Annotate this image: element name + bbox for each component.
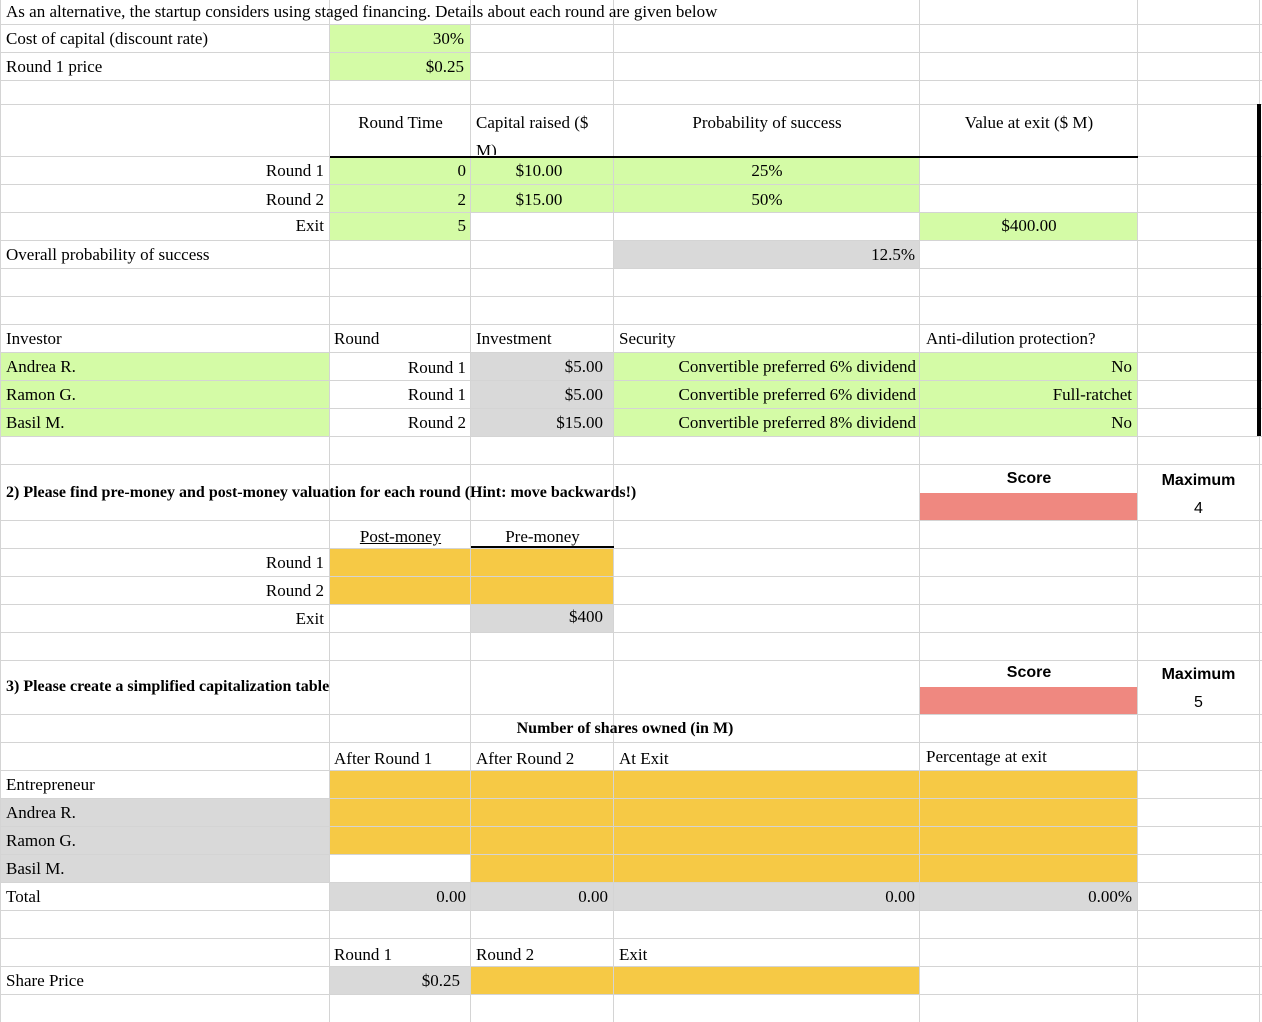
- right-black-border: [1257, 104, 1261, 436]
- investor-name[interactable]: Ramon G.: [6, 385, 76, 404]
- round1-price-value[interactable]: $0.25: [425, 57, 464, 76]
- header-bottom-border: [330, 156, 1138, 158]
- q3-title: 3) Please create a simplified capitaliza…: [6, 678, 330, 695]
- calc-cell-overall-prob: [614, 241, 920, 269]
- price-col-round2: Round 2: [476, 945, 535, 964]
- q2-score-label: Score: [1006, 470, 1052, 487]
- overall-prob-label: Overall probability of success: [6, 245, 210, 264]
- share-price-round1: $0.25: [421, 971, 460, 990]
- investor-security[interactable]: Convertible preferred 8% dividend: [678, 413, 916, 432]
- header-investment: Investment: [476, 329, 552, 348]
- col-after-round2: After Round 2: [476, 749, 575, 768]
- total-after-round2: 0.00: [578, 887, 608, 906]
- input-cell-investor-names[interactable]: [0, 353, 330, 437]
- round-label: Round 1: [265, 161, 324, 180]
- investor-protection[interactable]: Full-ratchet: [1052, 385, 1132, 404]
- total-after-round1: 0.00: [436, 887, 466, 906]
- total-at-exit: 0.00: [885, 887, 915, 906]
- investor-protection[interactable]: No: [1111, 357, 1132, 376]
- col-after-round1: After Round 1: [334, 749, 433, 768]
- q2-title: 2) Please find pre-money and post-money …: [6, 484, 637, 501]
- price-col-round1: Round 1: [334, 945, 393, 964]
- calc-cell-investment: [471, 353, 614, 437]
- probability[interactable]: 50%: [751, 190, 783, 209]
- investor-security[interactable]: Convertible preferred 6% dividend: [678, 385, 916, 404]
- q2-exit-pre-cell: [471, 605, 614, 633]
- q2-row-label: Exit: [295, 609, 324, 628]
- input-cell-round-time[interactable]: [330, 157, 471, 241]
- round1-price-label: Round 1 price: [6, 57, 103, 76]
- share-price-r1-cell: [330, 967, 471, 995]
- investor-round[interactable]: Round 1: [407, 385, 466, 404]
- q2-row-label: Round 1: [265, 553, 324, 572]
- q3-total-row: [330, 883, 1138, 911]
- round-time[interactable]: 0: [457, 161, 467, 180]
- q3-max-value: 5: [1194, 694, 1203, 711]
- input-cell-cost-price[interactable]: [330, 25, 471, 81]
- col-at-exit: At Exit: [619, 749, 669, 768]
- probability[interactable]: 25%: [751, 161, 783, 180]
- price-col-exit: Exit: [619, 945, 648, 964]
- header-capital-raised: Capital raised ($ M): [476, 113, 589, 155]
- q3-row-labels-gray: [0, 799, 330, 883]
- input-cell-security-protection[interactable]: [614, 353, 1138, 437]
- capital-raised[interactable]: $10.00: [515, 161, 563, 180]
- header-round: Round: [334, 329, 380, 348]
- q2-exit-pre-money: $400: [569, 607, 603, 626]
- share-price-answer-cells[interactable]: [471, 967, 920, 995]
- q2-row-label: Round 2: [265, 581, 324, 600]
- col-pre-money: Pre-money: [505, 527, 580, 546]
- input-cell-probability[interactable]: [614, 157, 920, 213]
- q3-answer-cells-a[interactable]: [330, 771, 1138, 855]
- col-percentage-at-exit: Percentage at exit: [926, 747, 1047, 766]
- cap-row-label: Entrepreneur: [6, 775, 95, 794]
- col-post-money: Post-money: [359, 527, 442, 546]
- q3-max-label: Maximum: [1161, 666, 1236, 683]
- header-security: Security: [619, 329, 676, 348]
- investor-investment: $5.00: [564, 385, 603, 404]
- investor-round[interactable]: Round 1: [407, 358, 466, 377]
- exit-value[interactable]: $400.00: [1001, 216, 1057, 235]
- round-label: Exit: [295, 216, 324, 235]
- investor-name[interactable]: Basil M.: [6, 413, 65, 432]
- round-time[interactable]: 5: [457, 216, 467, 235]
- share-price-label: Share Price: [6, 971, 84, 990]
- shares-owned-header: Number of shares owned (in M): [516, 720, 734, 737]
- capital-raised[interactable]: $15.00: [515, 190, 563, 209]
- q3-score-label: Score: [1006, 664, 1052, 681]
- q3-score-cell[interactable]: [920, 687, 1138, 715]
- cap-row-label: Basil M.: [6, 859, 65, 878]
- round-label: Round 2: [265, 190, 324, 209]
- header-investor: Investor: [6, 329, 62, 348]
- q2-max-label: Maximum: [1161, 472, 1236, 489]
- investor-security[interactable]: Convertible preferred 6% dividend: [678, 357, 916, 376]
- header-exit-value: Value at exit ($ M): [964, 113, 1094, 132]
- cap-row-label: Andrea R.: [6, 803, 76, 822]
- input-cell-exit-value[interactable]: [920, 213, 1138, 241]
- cap-row-label: Ramon G.: [6, 831, 76, 850]
- cost-of-capital-label: Cost of capital (discount rate): [6, 29, 209, 48]
- q2-max-value: 4: [1194, 500, 1203, 517]
- cost-of-capital-value[interactable]: 30%: [432, 29, 464, 48]
- investor-name[interactable]: Andrea R.: [6, 357, 76, 376]
- header-anti-dilution: Anti-dilution protection?: [926, 329, 1096, 348]
- round-time[interactable]: 2: [457, 190, 467, 209]
- header-probability: Probability of success: [692, 113, 842, 132]
- q3-answer-cells-b[interactable]: [471, 855, 1138, 883]
- q2-answer-cells[interactable]: [330, 549, 614, 605]
- overall-prob-value: 12.5%: [871, 245, 915, 264]
- total-label: Total: [6, 887, 41, 906]
- investor-protection[interactable]: No: [1111, 413, 1132, 432]
- total-percentage: 0.00%: [1088, 887, 1132, 906]
- header-round-time: Round Time: [358, 113, 443, 132]
- investor-investment: $5.00: [564, 357, 603, 376]
- q2-score-cell[interactable]: [920, 493, 1138, 521]
- input-cell-capital[interactable]: [471, 157, 614, 213]
- investor-round[interactable]: Round 2: [407, 413, 466, 432]
- intro-header: As an alternative, the startup considers…: [6, 2, 718, 21]
- investor-investment: $15.00: [556, 413, 603, 432]
- pre-money-underline: [471, 546, 614, 548]
